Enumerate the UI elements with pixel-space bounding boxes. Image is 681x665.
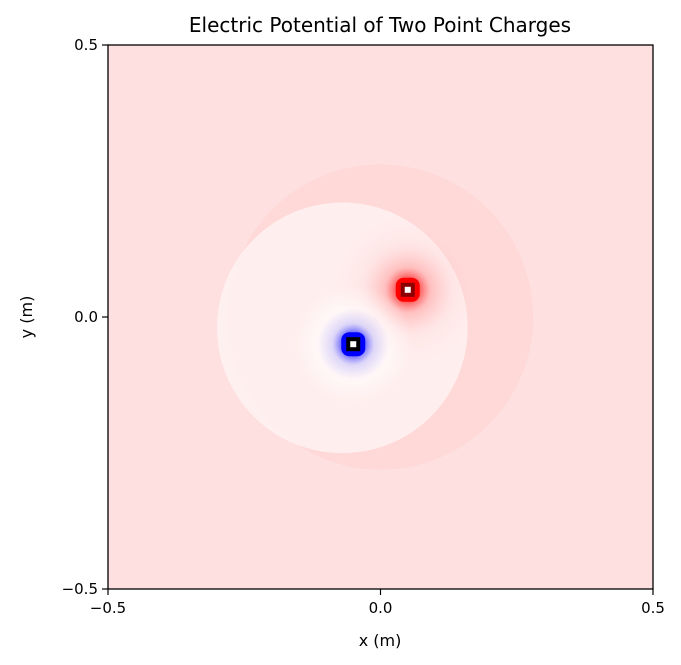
chart-title: Electric Potential of Two Point Charges (189, 13, 571, 37)
x-tick-label: 0.0 (369, 599, 393, 617)
plot-area (108, 45, 653, 589)
y-tick-label: 0.0 (74, 308, 98, 326)
y-axis-label: y (m) (17, 296, 36, 339)
y-tick-label: 0.5 (74, 36, 98, 54)
charge-marker-negative (350, 341, 357, 348)
potential-field (217, 164, 534, 470)
y-tick-label: −0.5 (62, 580, 98, 598)
x-axis-label: x (m) (359, 631, 402, 650)
axis-ticks: −0.5 0.0 0.5 −0.5 0.0 0.5 (62, 36, 665, 617)
charge-marker-positive (404, 286, 411, 293)
x-tick-label: −0.5 (90, 599, 126, 617)
x-tick-label: 0.5 (641, 599, 665, 617)
